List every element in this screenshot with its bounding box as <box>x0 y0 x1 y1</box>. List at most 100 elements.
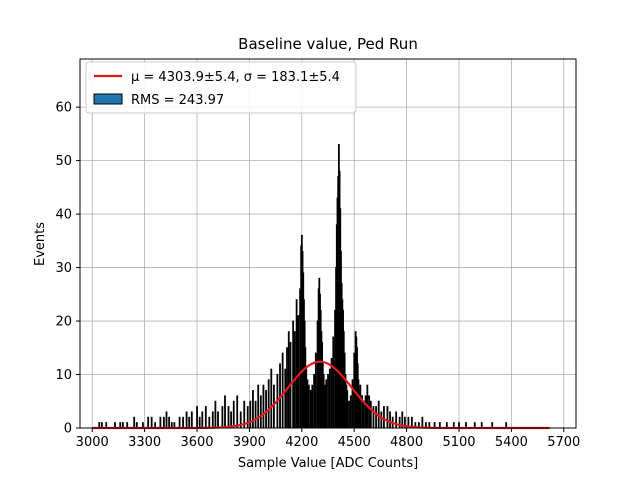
histogram-bar <box>182 416 184 429</box>
histogram-bar <box>305 368 308 429</box>
y-axis-title: Events <box>33 222 48 266</box>
histogram-bar <box>421 416 424 429</box>
x-tick-label: 5400 <box>495 435 528 450</box>
histogram-bar <box>383 406 385 429</box>
histogram-bar <box>389 411 391 429</box>
histogram-bar <box>398 416 401 429</box>
x-tick-label: 4200 <box>285 435 318 450</box>
histogram-bar <box>287 331 290 429</box>
histogram-bar <box>178 416 181 429</box>
y-tick-label: 20 <box>55 315 72 330</box>
histogram-bar <box>133 416 136 429</box>
histogram-bar <box>375 406 377 429</box>
histogram-bar <box>185 411 188 429</box>
histogram-bar <box>196 406 198 429</box>
histogram-bar <box>201 411 204 429</box>
histogram-bar <box>369 400 372 429</box>
histogram-bar <box>349 395 352 429</box>
histogram-bar <box>313 374 315 429</box>
x-tick-label: 3900 <box>233 435 266 450</box>
histogram-bar <box>217 411 219 429</box>
x-ticks: 3000 3300 3600 3900 4200 4500 4800 5100 5400 5700 <box>76 428 580 450</box>
histogram-bar <box>327 374 329 429</box>
histogram-bar <box>162 416 165 429</box>
y-tick-label: 10 <box>55 368 72 383</box>
histogram-bar <box>214 400 217 429</box>
histogram-bar <box>165 411 168 429</box>
histogram-bar <box>364 395 367 429</box>
y-tick-label: 50 <box>55 154 72 169</box>
histogram-bars <box>98 144 508 429</box>
histogram-bar <box>211 411 214 429</box>
histogram-bar <box>190 411 193 429</box>
histogram-bar <box>224 395 226 429</box>
histogram-bar <box>348 400 350 429</box>
histogram-bar <box>328 368 331 429</box>
histogram-bar <box>322 374 325 429</box>
histogram-bar <box>150 416 153 429</box>
grid-layer <box>80 59 576 429</box>
histogram-bar <box>307 384 310 429</box>
legend-histogram-swatch <box>93 93 123 105</box>
x-tick-label: 3000 <box>76 435 109 450</box>
histogram-bar <box>281 352 284 429</box>
histogram-bar <box>259 395 262 429</box>
histogram-bar <box>386 406 389 429</box>
histogram-bar <box>236 395 239 429</box>
legend-box <box>85 61 357 114</box>
histogram-bar <box>204 406 207 429</box>
x-tick-label: 3300 <box>128 435 161 450</box>
histogram-bar <box>306 379 309 429</box>
histogram-bar <box>292 320 295 429</box>
histogram-bar <box>309 390 312 429</box>
histogram-bar <box>257 384 260 429</box>
histogram-bar <box>297 315 300 429</box>
x-tick-label: 4500 <box>338 435 371 450</box>
y-tick-label: 30 <box>55 261 72 276</box>
histogram-bar <box>346 390 349 429</box>
x-axis-title: Sample Value [ADC Counts] <box>238 456 418 471</box>
axes <box>79 58 577 429</box>
histogram-bar <box>395 411 398 429</box>
histogram-bar <box>227 406 230 429</box>
histogram-bar <box>330 357 333 429</box>
histogram-bar <box>147 416 150 429</box>
histogram-bar <box>362 400 365 429</box>
histogram-bar <box>232 400 235 429</box>
histogram-bar <box>246 406 249 429</box>
histogram-bar <box>208 416 211 429</box>
histogram-bar <box>270 368 273 429</box>
y-tick-label: 0 <box>64 422 72 437</box>
histogram-bar <box>198 416 201 429</box>
legend-fit-label: μ = 4303.9±5.4, σ = 183.1±5.4 <box>131 70 340 85</box>
plot-frame <box>79 58 577 429</box>
histogram-bar <box>265 390 267 429</box>
histogram-bar <box>324 384 326 429</box>
legend: μ = 4303.9±5.4, σ = 183.1±5.4 RMS = 243.… <box>85 61 357 114</box>
histogram-bar <box>311 384 314 429</box>
histogram-bar <box>359 384 362 429</box>
histogram-bar <box>368 395 370 429</box>
histogram-bar <box>249 400 252 429</box>
histogram-bar <box>168 416 171 429</box>
histogram-bar <box>273 384 275 429</box>
histogram-bar <box>221 406 224 429</box>
histogram-bar <box>325 379 328 429</box>
histogram-bar <box>262 384 265 429</box>
x-tick-label: 5100 <box>442 435 475 450</box>
x-tick-label: 3600 <box>180 435 213 450</box>
y-tick-label: 60 <box>55 101 72 116</box>
histogram-bar <box>188 416 191 429</box>
x-tick-label: 5700 <box>547 435 580 450</box>
histogram-bar <box>254 400 257 429</box>
y-tick-label: 40 <box>55 208 72 223</box>
histogram-bar <box>380 411 383 429</box>
chart-title: Baseline value, Ped Run <box>238 35 418 53</box>
histogram-bar <box>332 336 335 429</box>
y-ticks: 0 10 20 30 40 50 60 <box>55 101 80 437</box>
histogram-bar <box>267 379 270 429</box>
histogram-bar <box>284 368 287 429</box>
histogram-bar <box>314 352 317 429</box>
